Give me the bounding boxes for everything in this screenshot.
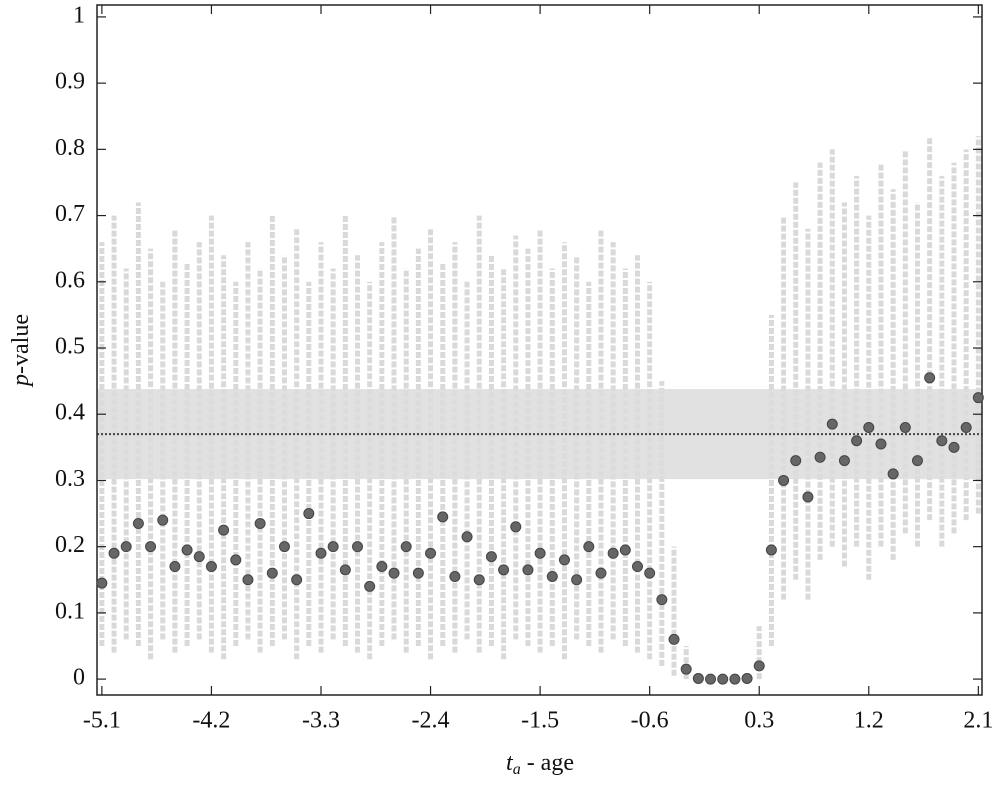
- point: [449, 570, 461, 582]
- point: [595, 567, 607, 579]
- x-tick-label: -0.6: [631, 708, 669, 734]
- point: [875, 438, 887, 450]
- y-tick-label: 0.1: [55, 598, 85, 624]
- point: [303, 508, 315, 520]
- point: [534, 547, 546, 559]
- point: [473, 574, 485, 586]
- point: [412, 567, 424, 579]
- y-tick-label: 0.5: [55, 334, 85, 360]
- point: [558, 554, 570, 566]
- y-tick-label: 0.9: [55, 69, 85, 95]
- point: [765, 544, 777, 556]
- y-tick-label: 0.6: [55, 267, 85, 293]
- x-tick-label: -5.1: [83, 708, 121, 734]
- point: [437, 511, 449, 523]
- y-tick-label: 0.4: [55, 400, 85, 426]
- x-tick-label: 1.2: [854, 708, 884, 734]
- plot-frame: [96, 4, 983, 696]
- point: [972, 392, 984, 404]
- point: [741, 672, 753, 684]
- point: [315, 547, 327, 559]
- point: [145, 541, 157, 553]
- point: [157, 514, 169, 526]
- point: [692, 672, 704, 684]
- point: [242, 574, 254, 586]
- point: [668, 633, 680, 645]
- point: [899, 421, 911, 433]
- point: [205, 561, 217, 573]
- point: [230, 554, 242, 566]
- point: [352, 541, 364, 553]
- point: [169, 561, 181, 573]
- point: [680, 663, 692, 675]
- point: [583, 541, 595, 553]
- point: [936, 435, 948, 447]
- point: [266, 567, 278, 579]
- point: [254, 517, 266, 529]
- point: [851, 435, 863, 447]
- point: [181, 544, 193, 556]
- point: [376, 561, 388, 573]
- point: [96, 577, 108, 589]
- point: [485, 551, 497, 563]
- point: [814, 451, 826, 463]
- point: [193, 551, 205, 563]
- point: [498, 564, 510, 576]
- point: [571, 574, 583, 586]
- point: [607, 547, 619, 559]
- point: [510, 521, 522, 533]
- point: [388, 567, 400, 579]
- point: [132, 517, 144, 529]
- point: [522, 564, 534, 576]
- point: [278, 541, 290, 553]
- y-tick-label: 0: [73, 665, 85, 691]
- point: [838, 455, 850, 467]
- point: [802, 491, 814, 503]
- point: [461, 531, 473, 543]
- point: [778, 474, 790, 486]
- point: [120, 541, 132, 553]
- x-tick-label: -2.4: [412, 708, 450, 734]
- point: [790, 455, 802, 467]
- point: [327, 541, 339, 553]
- point: [911, 455, 923, 467]
- point: [400, 541, 412, 553]
- point: [960, 421, 972, 433]
- point: [826, 418, 838, 430]
- point: [948, 441, 960, 453]
- x-tick-label: -3.3: [302, 708, 340, 734]
- point: [291, 574, 303, 586]
- y-tick-label: 0.7: [55, 201, 85, 227]
- point: [887, 468, 899, 480]
- point: [218, 524, 230, 536]
- x-tick-label: 2.1: [963, 708, 993, 734]
- x-tick-label: 0.3: [744, 708, 774, 734]
- y-axis-label: p-value: [8, 314, 34, 388]
- y-tick-label: 0.3: [55, 466, 85, 492]
- point: [863, 421, 875, 433]
- point: [546, 570, 558, 582]
- point: [924, 372, 936, 384]
- point: [656, 594, 668, 606]
- point: [717, 673, 729, 685]
- point: [753, 660, 765, 672]
- y-tick-label: 0.8: [55, 135, 85, 161]
- point: [631, 561, 643, 573]
- x-axis-label: ta - age: [506, 750, 574, 778]
- point: [619, 544, 631, 556]
- x-tick-label: -1.5: [521, 708, 559, 734]
- point: [364, 580, 376, 592]
- point: [729, 673, 741, 685]
- point: [644, 567, 656, 579]
- point: [705, 673, 717, 685]
- point: [339, 564, 351, 576]
- y-tick-label: 0.2: [55, 532, 85, 558]
- point: [108, 547, 120, 559]
- point: [425, 547, 437, 559]
- y-tick-label: 1: [73, 2, 85, 28]
- x-tick-label: -4.2: [192, 708, 230, 734]
